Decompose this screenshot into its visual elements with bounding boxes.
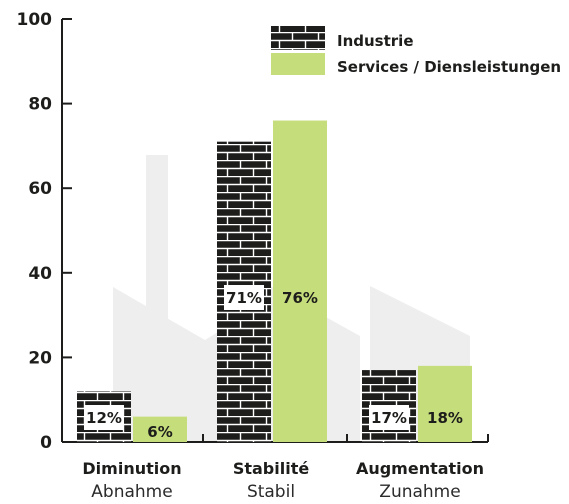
category-sublabel: Abnahme bbox=[91, 482, 172, 502]
y-tick-label: 60 bbox=[28, 179, 52, 199]
data-label-industrie: 17% bbox=[371, 409, 407, 427]
category-labels: Diminution Abnahme Stabilité Stabil Augmenta… bbox=[82, 459, 484, 502]
category-sublabel: Zunahme bbox=[379, 482, 460, 502]
bar-services bbox=[418, 365, 472, 442]
y-tick-label: 80 bbox=[28, 95, 52, 115]
data-label-services: 6% bbox=[147, 423, 172, 441]
y-tick-label: 40 bbox=[28, 264, 52, 284]
data-label-services: 76% bbox=[282, 289, 318, 307]
bar-services bbox=[133, 416, 187, 442]
data-label-industrie: 71% bbox=[226, 289, 262, 307]
legend-label-services: Services / Diensleistungen bbox=[337, 58, 561, 76]
legend: Industrie Services / Diensleistungen bbox=[271, 26, 561, 76]
legend-label-industrie: Industrie bbox=[337, 32, 414, 50]
data-label-box bbox=[369, 405, 409, 430]
legend-swatch-industrie bbox=[271, 26, 325, 50]
data-label-industrie: 12% bbox=[86, 409, 122, 427]
category-label: Stabilité bbox=[233, 459, 310, 478]
data-label-services: 18% bbox=[427, 409, 463, 427]
y-tick-label: 0 bbox=[40, 433, 52, 453]
category-label: Augmentation bbox=[356, 459, 484, 478]
category-label: Diminution bbox=[82, 459, 181, 478]
category-sublabel: Stabil bbox=[247, 482, 295, 502]
data-label-box bbox=[224, 285, 264, 310]
data-label-box bbox=[84, 405, 124, 430]
legend-swatch-services bbox=[271, 53, 325, 75]
data-labels: 12% 6% 71% 76% 17% 18% bbox=[84, 285, 463, 441]
y-tick-label: 20 bbox=[28, 348, 52, 368]
bar-services bbox=[273, 120, 327, 443]
y-tick-label: 100 bbox=[17, 10, 53, 30]
